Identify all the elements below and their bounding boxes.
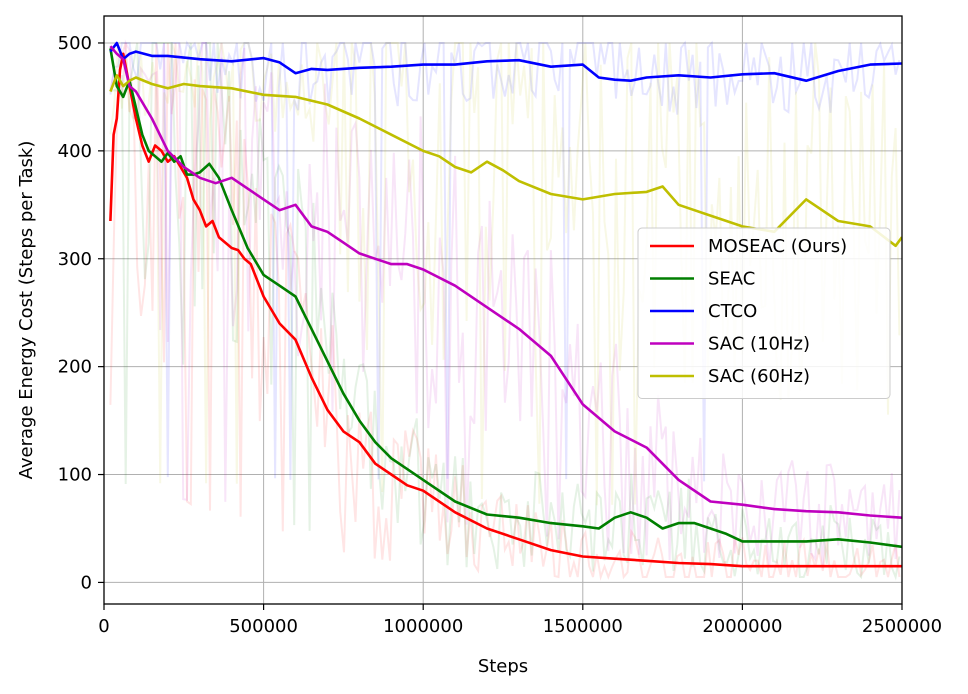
legend-label: SEAC <box>708 269 755 290</box>
x-tick-label: 0 <box>98 616 109 637</box>
y-tick-label: 500 <box>58 33 92 54</box>
y-tick-label: 400 <box>58 141 92 162</box>
legend-label: CTCO <box>708 301 757 322</box>
series-line <box>109 45 902 519</box>
y-tick-label: 100 <box>58 465 92 486</box>
x-tick-label: 2000000 <box>702 616 782 637</box>
legend-label: MOSEAC (Ours) <box>708 236 847 257</box>
x-tick-label: 1500000 <box>543 616 623 637</box>
ticks: 0 500000 1000000 1500000 2000000 2500000 0 100 2… <box>58 33 942 637</box>
series-raw-trace <box>109 39 901 569</box>
x-axis-label: Steps <box>478 656 528 677</box>
x-tick-label: 500000 <box>229 616 298 637</box>
series-line <box>109 48 902 549</box>
series-raw-trace <box>110 42 901 581</box>
axes <box>103 15 903 605</box>
series-line <box>109 41 902 82</box>
y-tick-label: 300 <box>58 249 92 270</box>
y-tick-label: 0 <box>81 572 92 593</box>
y-tick-label: 200 <box>58 357 92 378</box>
legend-label: SAC (60Hz) <box>708 366 810 387</box>
series-line <box>109 74 902 248</box>
legend-label: SAC (10Hz) <box>708 334 810 355</box>
series-layer <box>109 39 902 581</box>
y-axis-label: Average Energy Cost (Steps per Task) <box>16 141 37 480</box>
axes-frame <box>103 15 903 605</box>
series-raw-trace <box>109 40 901 482</box>
legend: MOSEAC (Ours) SEAC CTCO SAC (10Hz) SAC (60Hz… <box>637 227 891 399</box>
series-raw-trace <box>109 42 901 506</box>
x-tick-label: 2500000 <box>862 616 942 637</box>
x-tick-label: 1000000 <box>383 616 463 637</box>
legend-box <box>637 227 891 399</box>
